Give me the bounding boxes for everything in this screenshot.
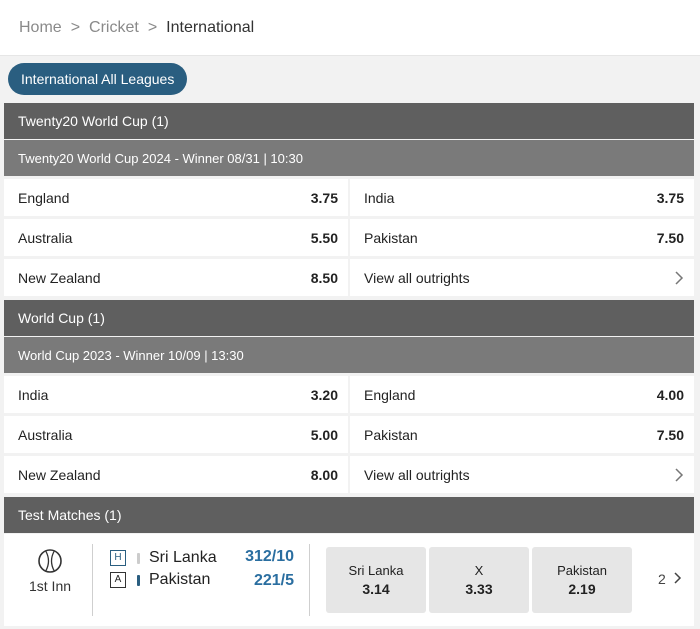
event-header-t20-winner[interactable]: Twenty20 World Cup 2024 - Winner 08/31 |… — [4, 140, 694, 176]
selection-name: England — [18, 189, 70, 206]
selection-odds: 8.00 — [310, 466, 338, 483]
section-header-world-cup[interactable]: World Cup (1) — [4, 300, 694, 336]
breadcrumb-cricket[interactable]: Cricket — [89, 18, 139, 36]
selection-name: England — [364, 386, 416, 403]
selection-odds: 5.50 — [310, 229, 338, 246]
home-team-name: Sri Lanka — [149, 549, 217, 566]
section-header-test-matches[interactable]: Test Matches (1) — [4, 497, 694, 533]
match-card[interactable]: 1st Inn H Sri Lanka 312/10 A Pakistan 22… — [4, 534, 694, 626]
selection-odds: 3.75 — [310, 189, 338, 206]
outright-selection[interactable]: New Zealand 8.00 — [4, 456, 348, 493]
selection-name: New Zealand — [18, 466, 101, 483]
breadcrumb-separator: > — [147, 18, 158, 36]
selection-odds: 5.00 — [310, 426, 338, 443]
chevron-right-icon — [675, 467, 684, 482]
breadcrumb: Home > Cricket > International — [0, 0, 700, 56]
selection-odds: 4.00 — [656, 386, 684, 403]
away-team-score: 221/5 — [253, 572, 294, 589]
outright-selection[interactable]: New Zealand 8.50 — [4, 259, 348, 296]
outright-selection[interactable]: India 3.75 — [350, 179, 694, 216]
odds-value: 3.33 — [465, 581, 493, 597]
outright-selection[interactable]: Australia 5.00 — [4, 416, 348, 453]
league-filter-pill[interactable]: International All Leagues — [8, 63, 188, 95]
outright-selection[interactable]: Australia 5.50 — [4, 219, 348, 256]
odds-label: Sri Lanka — [348, 563, 404, 578]
outright-selection[interactable]: Pakistan 7.50 — [350, 219, 694, 256]
view-all-outrights-link[interactable]: View all outrights — [350, 456, 694, 493]
away-badge: A — [110, 572, 126, 588]
odds-label: X — [474, 563, 484, 578]
selection-odds: 3.20 — [310, 386, 338, 403]
selection-name: India — [364, 189, 395, 206]
home-team-score: 312/10 — [245, 548, 294, 565]
divider — [309, 544, 310, 616]
selection-odds: 8.50 — [310, 269, 338, 286]
away-team-name: Pakistan — [149, 571, 211, 588]
odds-label: Pakistan — [557, 563, 607, 578]
odds-value: 3.14 — [362, 581, 390, 597]
selection-name: Australia — [18, 229, 73, 246]
selection-name: India — [18, 386, 49, 403]
odds-value: 2.19 — [568, 581, 596, 597]
odds-button-away[interactable]: Pakistan 2.19 — [532, 547, 632, 613]
chevron-right-icon — [674, 572, 681, 584]
selection-name: New Zealand — [18, 269, 101, 286]
odds-button-home[interactable]: Sri Lanka 3.14 — [326, 547, 426, 613]
team-color-bar — [137, 574, 140, 586]
divider — [92, 544, 93, 616]
breadcrumb-home[interactable]: Home — [19, 18, 62, 36]
innings-label: 1st Inn — [28, 578, 72, 594]
outright-selection[interactable]: India 3.20 — [4, 376, 348, 413]
chevron-right-icon — [675, 270, 684, 285]
outright-selection[interactable]: Pakistan 7.50 — [350, 416, 694, 453]
home-team-row: H Sri Lanka — [110, 548, 217, 568]
breadcrumb-current: International — [166, 18, 255, 36]
view-all-outrights-label: View all outrights — [364, 466, 470, 483]
selection-odds: 7.50 — [656, 426, 684, 443]
view-all-outrights-link[interactable]: View all outrights — [350, 259, 694, 296]
more-markets-count: 2 — [658, 571, 666, 587]
cricket-ball-icon — [38, 549, 62, 573]
view-all-outrights-label: View all outrights — [364, 269, 470, 286]
home-badge: H — [110, 550, 126, 566]
outright-selection[interactable]: England 3.75 — [4, 179, 348, 216]
team-color-bar — [137, 552, 140, 564]
selection-name: Pakistan — [364, 426, 418, 443]
outright-selection[interactable]: England 4.00 — [350, 376, 694, 413]
odds-button-draw[interactable]: X 3.33 — [429, 547, 529, 613]
event-header-world-cup-winner[interactable]: World Cup 2023 - Winner 10/09 | 13:30 — [4, 337, 694, 373]
selection-odds: 7.50 — [656, 229, 684, 246]
section-header-t20-world-cup[interactable]: Twenty20 World Cup (1) — [4, 103, 694, 139]
breadcrumb-separator: > — [70, 18, 81, 36]
selection-name: Pakistan — [364, 229, 418, 246]
more-markets-link[interactable]: 2 — [658, 571, 682, 587]
away-team-row: A Pakistan — [110, 570, 210, 590]
selection-name: Australia — [18, 426, 73, 443]
selection-odds: 3.75 — [656, 189, 684, 206]
